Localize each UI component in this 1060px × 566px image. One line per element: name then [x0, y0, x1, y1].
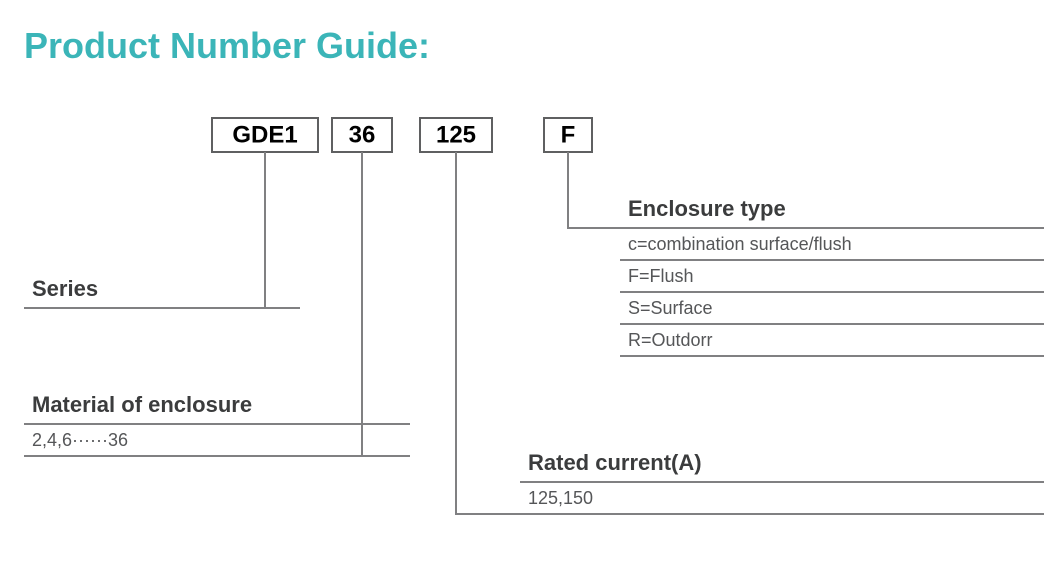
connector-series: [265, 152, 300, 308]
sections: Series Material of enclosure 2,4,6······36…: [24, 196, 1044, 514]
section-material: Material of enclosure 2,4,6······36: [24, 392, 410, 456]
section-enclosure-line-3: R=Outdorr: [628, 330, 713, 350]
section-enclosure-line-0: c=combination surface/flush: [628, 234, 852, 254]
section-rated: Rated current(A) 125,150: [520, 450, 1044, 514]
section-enclosure-title: Enclosure type: [628, 196, 786, 221]
section-material-title: Material of enclosure: [32, 392, 252, 417]
section-enclosure: Enclosure type c=combination surface/flus…: [620, 196, 1044, 356]
section-rated-title: Rated current(A): [528, 450, 702, 475]
page-title: Product Number Guide:: [24, 25, 430, 66]
code-box-encl: F: [544, 118, 592, 152]
section-material-line-0: 2,4,6······36: [32, 430, 128, 450]
product-number-guide-diagram: Product Number Guide: GDE1 36 125 F Series M…: [0, 0, 1060, 566]
section-series: Series: [24, 276, 300, 308]
connector-encl: [568, 152, 620, 228]
code-box-material-label: 36: [349, 121, 376, 148]
code-box-series: GDE1: [212, 118, 318, 152]
code-box-rated-label: 125: [436, 121, 476, 148]
connector-rated: [456, 152, 520, 514]
code-box-series-label: GDE1: [232, 121, 297, 148]
code-row: GDE1 36 125 F: [212, 118, 592, 152]
section-enclosure-line-2: S=Surface: [628, 298, 713, 318]
section-series-title: Series: [32, 276, 98, 301]
section-enclosure-line-1: F=Flush: [628, 266, 694, 286]
connector-material: [362, 152, 410, 456]
code-box-encl-label: F: [561, 121, 576, 148]
code-box-rated: 125: [420, 118, 492, 152]
section-rated-line-0: 125,150: [528, 488, 593, 508]
code-box-material: 36: [332, 118, 392, 152]
